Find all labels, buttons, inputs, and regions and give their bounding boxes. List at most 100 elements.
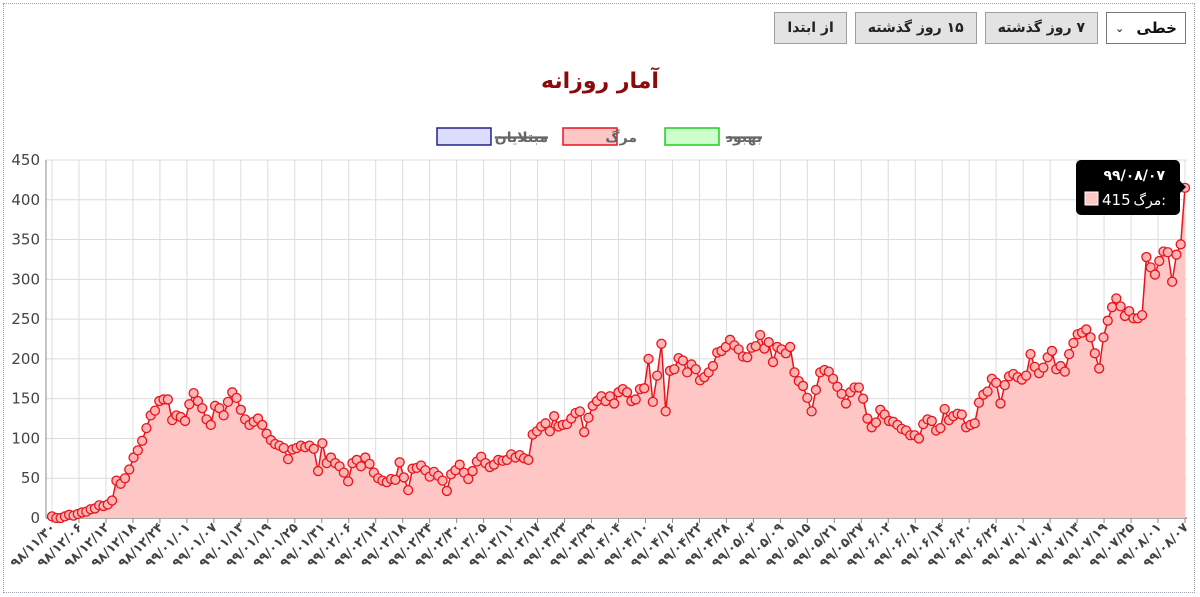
death-point (1098, 332, 1109, 343)
death-point (973, 397, 985, 408)
death-point (119, 473, 131, 484)
death-point (913, 433, 925, 444)
death-point (982, 386, 993, 397)
death-point (467, 465, 478, 477)
death-point (282, 453, 294, 465)
death-point (853, 382, 864, 393)
death-point (1154, 255, 1165, 267)
death-point (162, 394, 174, 405)
death-point (1102, 315, 1113, 326)
death-point (364, 458, 375, 470)
death-point (205, 419, 216, 431)
death-point (754, 329, 766, 341)
death-point (1046, 345, 1058, 357)
death-point (218, 410, 229, 421)
death-point (827, 373, 839, 384)
death-point (870, 417, 882, 428)
death-point (802, 392, 813, 404)
death-point (840, 398, 852, 409)
death-point (785, 341, 796, 353)
death-point (188, 387, 199, 399)
death-point (463, 473, 474, 485)
death-point (797, 380, 809, 392)
death-point (857, 393, 869, 404)
death-area (52, 187, 1185, 518)
death-point (579, 426, 590, 438)
tooltip-date: ۹۹/۰۸/۰۷ (1104, 168, 1166, 184)
death-point (257, 419, 268, 431)
tooltip-box (1076, 160, 1180, 215)
legend: بهبود مرگ مبتلایان (436, 127, 762, 146)
death-point (836, 388, 847, 400)
death-point (437, 475, 448, 486)
death-point (278, 442, 289, 454)
death-point (939, 403, 950, 415)
death-point (656, 338, 667, 349)
death-point (312, 465, 324, 477)
last-7-days-button[interactable]: ۷ روز گذشته (984, 12, 1098, 44)
death-point (1063, 348, 1075, 360)
legend-swatch (562, 127, 618, 146)
y-tick-label: 100 (11, 429, 40, 447)
death-point (141, 422, 152, 434)
y-tick-label: 300 (11, 270, 40, 288)
legend-label: مرگ (605, 129, 637, 146)
death-point (999, 379, 1010, 391)
death-point (690, 364, 701, 375)
death-point (342, 476, 354, 487)
death-point (630, 394, 641, 405)
death-point (750, 341, 761, 352)
x-axis: ۹۸/۱۱/۳۰۹۸/۱۲/۰۶۹۸/۱۲/۱۲۹۸/۱۲/۱۸۹۸/۱۲/۲۴… (8, 520, 1192, 571)
death-point (1149, 269, 1161, 280)
chart-type-select[interactable]: خطی ⌄ (1106, 12, 1186, 44)
death-point (651, 370, 663, 381)
death-point (540, 418, 551, 429)
death-point (149, 405, 161, 416)
death-point (548, 411, 560, 422)
death-point (1106, 302, 1118, 313)
toolbar: خطی ⌄ ۷ روز گذشته ۱۵ روز گذشته از ابتدا (774, 12, 1186, 44)
death-point (1089, 348, 1101, 359)
death-point (197, 403, 208, 414)
y-tick-label: 450 (11, 151, 40, 169)
death-point (1081, 324, 1092, 335)
from-start-button[interactable]: از ابتدا (774, 12, 847, 44)
death-point (398, 472, 410, 483)
death-point (1171, 249, 1182, 260)
death-point (956, 409, 967, 420)
death-point (132, 445, 143, 456)
death-point (1025, 348, 1036, 360)
death-point (441, 485, 452, 497)
legend-swatch (664, 127, 720, 146)
death-point (763, 337, 774, 348)
tooltip-value: 415 (1102, 191, 1131, 209)
death-point (991, 377, 1002, 388)
death-point (222, 396, 234, 408)
death-point (1111, 293, 1122, 304)
death-point (647, 396, 658, 408)
last-15-days-button[interactable]: ۱۵ روز گذشته (854, 12, 977, 44)
death-point (682, 367, 693, 378)
chart-frame (3, 3, 1195, 593)
death-point (1166, 276, 1178, 287)
y-tick-label: 400 (11, 191, 40, 209)
death-point (609, 398, 620, 409)
death-point (767, 356, 779, 368)
death-point (231, 392, 242, 404)
death-point (742, 352, 753, 363)
death-point (390, 474, 401, 485)
y-tick-label: 350 (11, 231, 40, 249)
death-point (124, 464, 135, 475)
death-point (621, 387, 633, 398)
death-point (394, 457, 405, 468)
death-point (574, 406, 586, 417)
death-point (677, 355, 689, 366)
death-point (1038, 362, 1049, 373)
y-tick-label: 200 (11, 350, 40, 368)
death-point (643, 353, 654, 365)
death-point (403, 485, 414, 496)
death-point (235, 404, 246, 415)
death-point (544, 426, 555, 437)
death-point (179, 415, 191, 427)
death-point (969, 418, 980, 429)
